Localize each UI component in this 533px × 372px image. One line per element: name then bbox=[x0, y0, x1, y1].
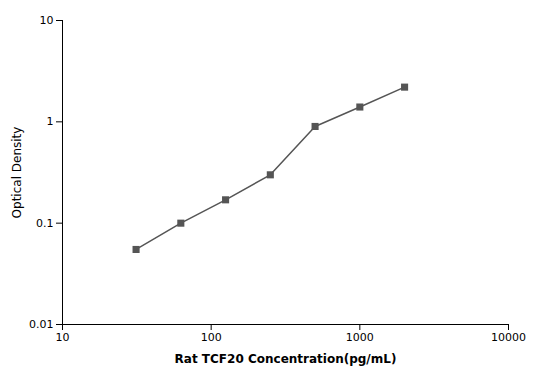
svg-text:1: 1 bbox=[47, 115, 54, 128]
svg-text:1000: 1000 bbox=[346, 331, 374, 344]
svg-text:Rat TCF20 Concentration(pg/mL): Rat TCF20 Concentration(pg/mL) bbox=[175, 352, 397, 366]
svg-text:10: 10 bbox=[56, 331, 70, 344]
svg-text:0.1: 0.1 bbox=[36, 217, 54, 230]
svg-text:10: 10 bbox=[40, 14, 54, 27]
svg-text:100: 100 bbox=[201, 331, 222, 344]
svg-text:Optical Density: Optical Density bbox=[10, 127, 24, 219]
svg-text:0.01: 0.01 bbox=[29, 318, 54, 331]
svg-text:10000: 10000 bbox=[491, 331, 526, 344]
